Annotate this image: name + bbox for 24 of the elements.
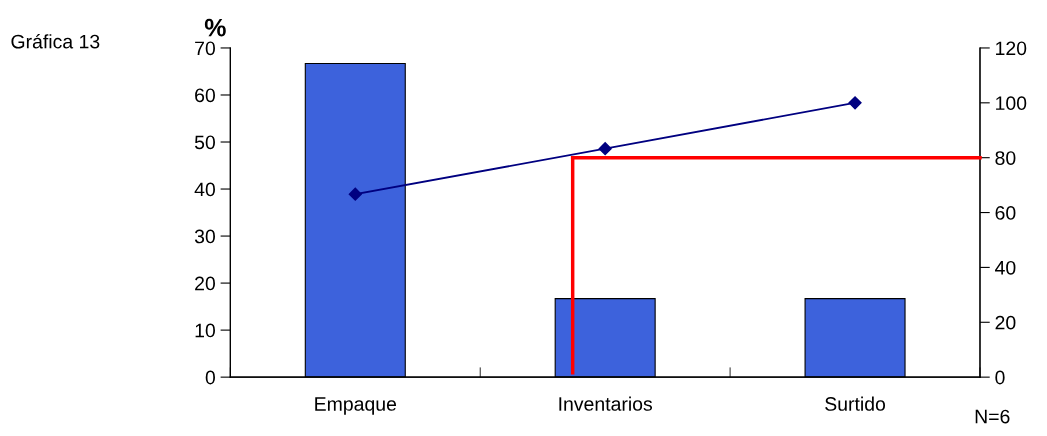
y2-tick-label: 100 xyxy=(996,96,1027,111)
y2-tick-label: 40 xyxy=(995,260,1016,275)
y2-tick-label: 120 xyxy=(996,41,1027,56)
y2-tick-label: 80 xyxy=(995,151,1016,165)
y-tick-label: 20 xyxy=(195,276,215,291)
point xyxy=(848,96,862,110)
y-tick-label: 30 xyxy=(194,229,215,244)
text: Gráfica 13 xyxy=(11,33,100,49)
x-tick-label: Empaque xyxy=(315,397,397,415)
y-axis-title: % xyxy=(204,18,226,37)
y2-tick-label: 0 xyxy=(995,370,1005,385)
y-tick-label: 40 xyxy=(194,182,215,197)
y-tick-label: 10 xyxy=(195,323,215,338)
point xyxy=(598,142,612,156)
y2-tick-label: 20 xyxy=(995,315,1016,330)
y2-tick-label: 60 xyxy=(995,206,1016,220)
y-tick-label: 0 xyxy=(205,370,215,385)
y-tick-label: 70 xyxy=(195,41,215,56)
y-tick-label: 50 xyxy=(194,135,215,150)
point xyxy=(348,187,362,201)
text: N=6 xyxy=(975,409,1010,424)
x-tick-label: Inventarios xyxy=(559,396,653,411)
x-tick-label: Surtido xyxy=(825,396,886,411)
y-tick-label: 60 xyxy=(195,88,215,103)
